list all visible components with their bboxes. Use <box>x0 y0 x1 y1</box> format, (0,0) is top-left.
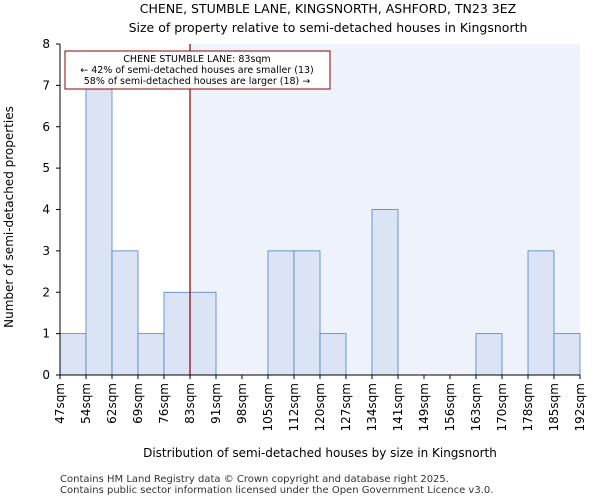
x-tick-label: 69sqm <box>131 383 145 424</box>
y-tick-label: 0 <box>42 368 50 382</box>
x-tick-label: 170sqm <box>495 383 509 431</box>
y-tick-label: 5 <box>42 161 50 175</box>
x-tick-label: 105sqm <box>261 383 275 431</box>
bar-105sqm <box>267 250 295 376</box>
bar-163sqm <box>475 333 503 376</box>
bar-178sqm <box>527 250 555 376</box>
x-tick-label: 120sqm <box>313 383 327 431</box>
x-tick-label: 141sqm <box>391 383 405 431</box>
bar-62sqm <box>111 250 139 376</box>
bar-47sqm <box>59 333 87 376</box>
bar-69sqm <box>137 333 165 376</box>
annotation-line-3: 58% of semi-detached houses are larger (… <box>84 76 311 87</box>
x-tick-label: 156sqm <box>443 383 457 431</box>
y-tick-label: 8 <box>42 37 50 51</box>
y-axis-label: Number of semi-detached properties <box>2 106 16 328</box>
x-tick-label: 127sqm <box>339 383 353 431</box>
x-tick-label: 178sqm <box>521 383 535 431</box>
annotation-line-1: CHENE STUMBLE LANE: 83sqm <box>123 54 270 65</box>
x-tick-label: 112sqm <box>287 383 301 431</box>
x-tick-label: 192sqm <box>573 383 587 431</box>
y-tick-label: 7 <box>42 78 50 92</box>
annotation-line-2: ← 42% of semi-detached houses are smalle… <box>80 65 314 76</box>
y-tick-label: 4 <box>42 203 50 217</box>
x-tick-label: 76sqm <box>157 383 171 424</box>
x-ticks: 47sqm 54sqm 62sqm 69sqm 76sqm 83sqm 91sqm 98sqm… <box>53 375 587 431</box>
x-tick-label: 54sqm <box>79 383 93 424</box>
bar-83sqm <box>189 291 217 376</box>
x-axis-label: Distribution of semi-detached houses by … <box>143 446 497 460</box>
x-tick-label: 149sqm <box>417 383 431 431</box>
annotation-box: CHENE STUMBLE LANE: 83sqm ← 42% of semi-… <box>64 50 331 90</box>
bar-134sqm <box>371 209 399 376</box>
x-tick-label: 185sqm <box>547 383 561 431</box>
bar-76sqm <box>163 291 191 376</box>
x-tick-label: 134sqm <box>365 383 379 431</box>
x-tick-label: 91sqm <box>209 383 223 424</box>
bar-120sqm <box>319 333 347 376</box>
footer-line-2: Contains public sector information licen… <box>60 485 494 496</box>
y-tick-label: 3 <box>42 244 50 258</box>
chart-title: CHENE, STUMBLE LANE, KINGSNORTH, ASHFORD… <box>140 1 516 16</box>
bar-54sqm <box>85 84 113 376</box>
bars <box>59 84 581 376</box>
x-tick-label: 98sqm <box>235 383 249 424</box>
y-tick-label: 2 <box>42 285 50 299</box>
x-tick-label: 47sqm <box>53 383 67 424</box>
y-ticks: 0 1 2 3 4 5 6 7 8 <box>42 37 60 382</box>
bar-112sqm <box>293 250 321 376</box>
chart-subtitle: Size of property relative to semi-detach… <box>129 20 528 35</box>
x-tick-label: 83sqm <box>183 383 197 424</box>
bar-185sqm <box>553 333 581 376</box>
footer-line-1: Contains HM Land Registry data © Crown c… <box>60 474 449 485</box>
x-tick-label: 62sqm <box>105 383 119 424</box>
x-tick-label: 163sqm <box>469 383 483 431</box>
y-tick-label: 1 <box>42 327 50 341</box>
y-tick-label: 6 <box>42 120 50 134</box>
